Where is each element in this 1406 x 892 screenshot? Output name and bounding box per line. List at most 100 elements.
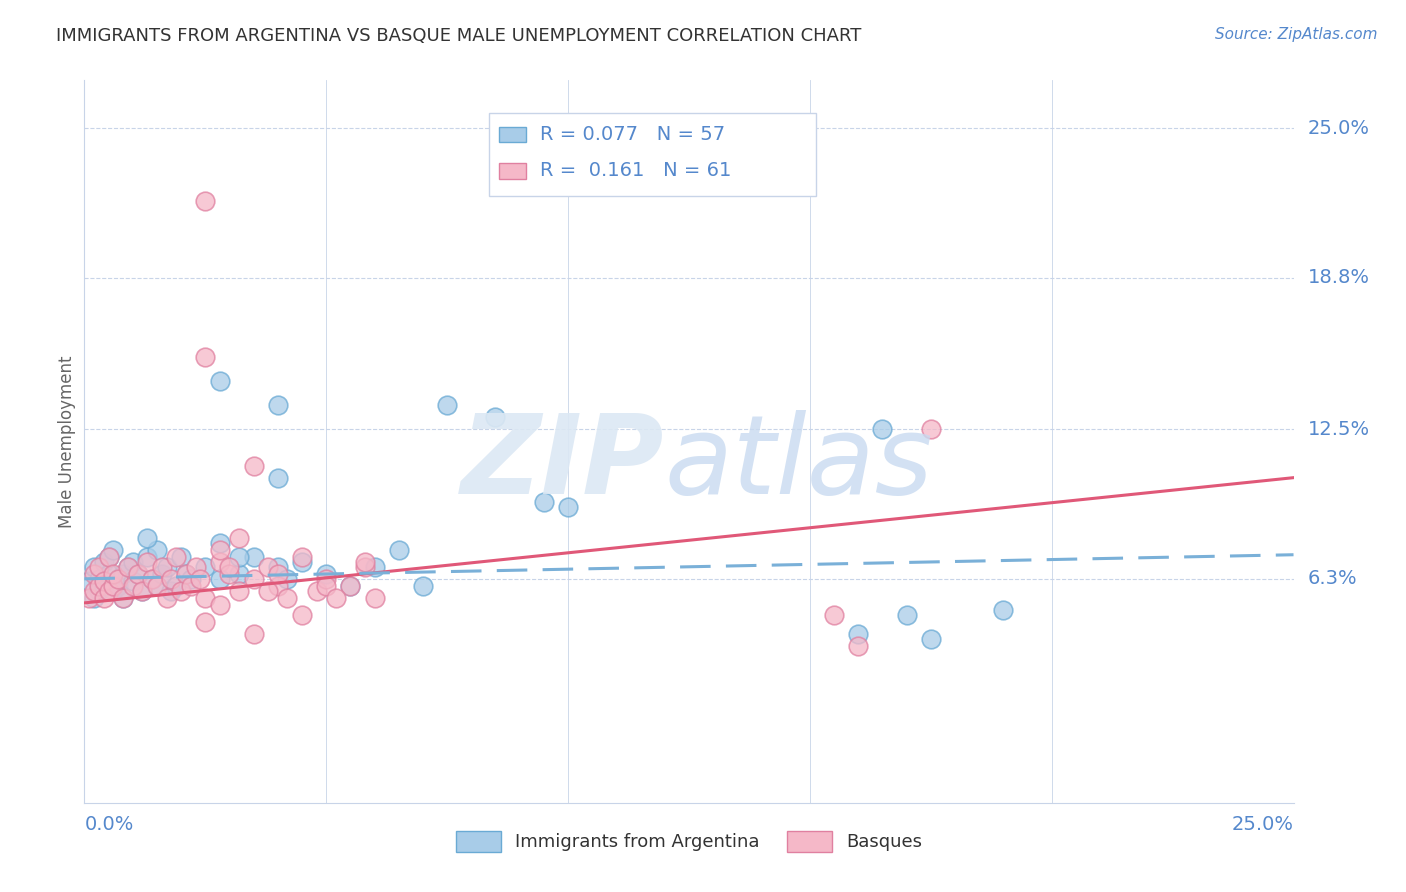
Text: R =  0.161   N = 61: R = 0.161 N = 61 [540, 161, 731, 180]
Point [325, 591, 347, 606]
Point [103, 542, 125, 557]
Point [83, 559, 105, 574]
Point [484, 410, 506, 425]
Point [276, 572, 298, 586]
Point [305, 583, 328, 598]
Point [83, 591, 105, 606]
Point [208, 375, 231, 389]
Point [315, 567, 337, 582]
Point [354, 559, 377, 574]
Point [112, 591, 135, 606]
FancyBboxPatch shape [499, 127, 526, 143]
Y-axis label: Male Unemployment: Male Unemployment [58, 355, 76, 528]
Point [131, 583, 153, 598]
Point [165, 579, 187, 593]
Point [846, 627, 869, 641]
Point [242, 572, 264, 586]
Point [872, 423, 894, 437]
Point [208, 599, 231, 613]
Point [121, 579, 143, 593]
Point [160, 572, 183, 586]
Point [208, 535, 231, 549]
Point [107, 579, 129, 593]
Point [150, 567, 173, 582]
Point [242, 627, 264, 641]
Point [896, 607, 918, 622]
FancyBboxPatch shape [489, 112, 815, 196]
Point [315, 572, 337, 586]
Point [242, 550, 264, 565]
Point [97, 550, 120, 565]
Text: 0.0%: 0.0% [84, 815, 134, 834]
Point [257, 583, 280, 598]
Point [267, 579, 290, 593]
Point [208, 572, 231, 586]
Text: IMMIGRANTS FROM ARGENTINA VS BASQUE MALE UNEMPLOYMENT CORRELATION CHART: IMMIGRANTS FROM ARGENTINA VS BASQUE MALE… [56, 27, 862, 45]
Point [354, 555, 377, 569]
Point [87, 579, 110, 593]
Point [117, 559, 139, 574]
Text: Source: ZipAtlas.com: Source: ZipAtlas.com [1215, 27, 1378, 42]
Point [121, 574, 143, 589]
Point [533, 494, 555, 508]
Point [184, 559, 207, 574]
Point [823, 607, 845, 622]
Point [180, 579, 202, 593]
Point [194, 350, 217, 364]
Text: ZIP: ZIP [461, 409, 665, 516]
Point [194, 559, 217, 574]
Point [267, 398, 290, 412]
Point [107, 572, 129, 586]
Point [267, 471, 290, 485]
Point [112, 591, 135, 606]
Point [141, 572, 163, 586]
Point [846, 639, 869, 653]
Point [146, 542, 169, 557]
FancyBboxPatch shape [499, 162, 526, 178]
Point [920, 423, 942, 437]
Point [150, 559, 173, 574]
Point [83, 567, 105, 582]
Legend: Immigrants from Argentina, Basques: Immigrants from Argentina, Basques [449, 823, 929, 859]
Point [146, 579, 169, 593]
Point [363, 559, 385, 574]
Point [97, 567, 120, 582]
Point [87, 572, 110, 586]
Point [97, 550, 120, 565]
Point [131, 583, 153, 598]
Text: 25.0%: 25.0% [1308, 119, 1369, 138]
Text: 25.0%: 25.0% [1232, 815, 1294, 834]
Point [141, 572, 163, 586]
Point [218, 567, 240, 582]
Point [242, 458, 264, 473]
Point [103, 567, 125, 582]
Point [136, 531, 159, 545]
Point [112, 567, 135, 582]
Text: 6.3%: 6.3% [1308, 569, 1358, 589]
Point [103, 583, 125, 598]
Point [267, 559, 290, 574]
Point [165, 550, 187, 565]
Point [83, 583, 105, 598]
Point [174, 567, 197, 582]
Point [194, 194, 217, 208]
Point [194, 591, 217, 606]
Point [208, 542, 231, 557]
Point [103, 579, 125, 593]
Point [291, 550, 314, 565]
Point [93, 574, 115, 589]
Point [267, 567, 290, 582]
Point [127, 567, 149, 582]
Point [136, 555, 159, 569]
Point [194, 615, 217, 630]
Point [920, 632, 942, 646]
Point [315, 579, 337, 593]
Point [170, 550, 193, 565]
Point [291, 607, 314, 622]
Point [93, 579, 115, 593]
Point [339, 579, 361, 593]
Point [557, 500, 579, 514]
Point [436, 398, 458, 412]
Point [174, 567, 197, 582]
Point [155, 591, 177, 606]
